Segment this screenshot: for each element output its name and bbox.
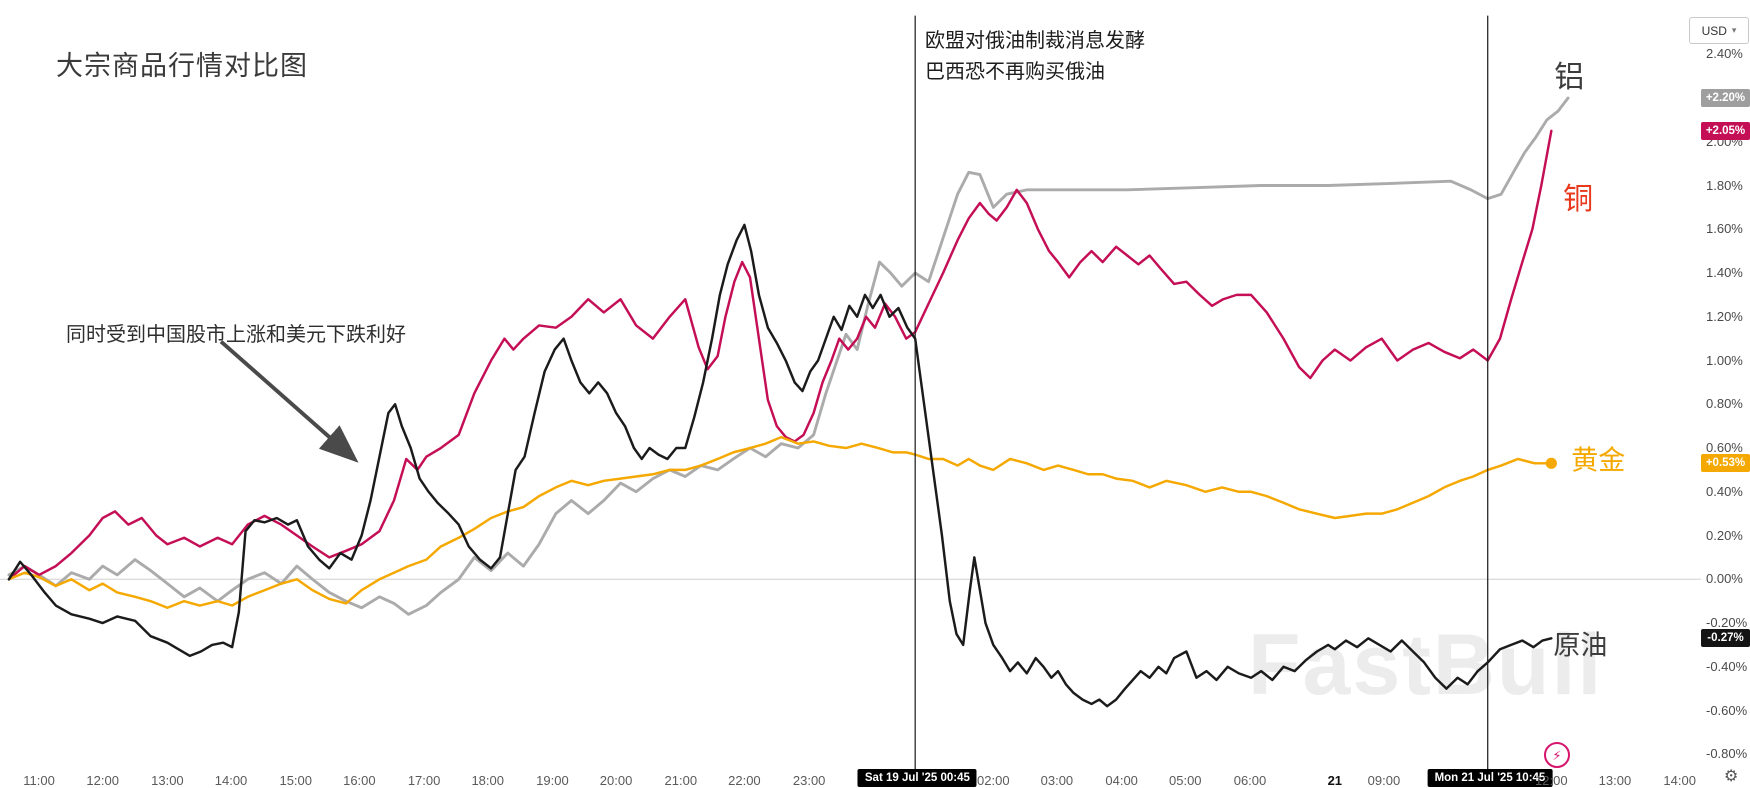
x-axis-label: 19:00 [536, 773, 569, 788]
x-axis-label: 12:00 [86, 773, 119, 788]
x-axis-label: 14:00 [214, 773, 248, 788]
page-title: 大宗商品行情对比图 [56, 51, 308, 81]
series-label-crude-oil: 原油 [1553, 630, 1608, 661]
x-axis-date-chip: Mon 21 Jul '25 10:45 [1427, 769, 1553, 787]
x-axis-label: 05:00 [1168, 773, 1202, 788]
x-axis-date-chip: Sat 19 Jul '25 00:45 [857, 769, 977, 787]
event-annotation-line2: 巴西恐不再购买俄油 [925, 61, 1105, 83]
series-line-copper [7, 129, 1553, 581]
x-axis-label: 09:00 [1367, 773, 1401, 788]
series-line-gold [7, 435, 1553, 609]
series-end-dot-gold [1545, 457, 1557, 469]
y-axis-label: 0.40% [1706, 483, 1743, 499]
x-axis-label: 02:00 [977, 773, 1010, 788]
x-axis-label: 20:00 [599, 773, 633, 788]
y-axis-label: 1.40% [1706, 265, 1743, 280]
x-axis-label: 11:00 [23, 773, 55, 788]
x-axis-label: 21:00 [664, 773, 698, 788]
chevron-down-icon: ▾ [1731, 25, 1737, 35]
x-axis-label: 18:00 [471, 773, 504, 788]
y-axis-label: -0.40% [1706, 658, 1748, 674]
currency-selector-label: USD [1701, 23, 1727, 38]
lightning-bolt-icon: ⚡ [1552, 747, 1562, 763]
annotation-arrow [219, 340, 359, 463]
x-axis-label: 13:00 [1598, 773, 1632, 788]
side-annotation: 同时受到中国股市上涨和美元下跌利好 [66, 324, 406, 346]
series-label-aluminum: 铝 [1554, 60, 1585, 94]
price-badge-gold: +0.53% [1701, 454, 1750, 473]
flash-icon[interactable]: ⚡ [1544, 742, 1570, 768]
event-annotation: 欧盟对俄油制裁消息发酵 巴西恐不再购买俄油 [925, 26, 1145, 88]
y-axis-label: -0.80% [1706, 746, 1748, 762]
y-axis-label: -0.60% [1706, 702, 1748, 718]
x-axis-label: 23:00 [792, 773, 826, 788]
settings-gear-icon[interactable]: ⚙ [1724, 768, 1739, 785]
price-badge-crude-oil: -0.27% [1701, 629, 1750, 648]
x-axis-label: 16:00 [343, 773, 376, 788]
y-axis-label: 1.60% [1706, 221, 1743, 237]
y-axis-label: 0.80% [1706, 396, 1743, 412]
series-line-crude-oil [7, 223, 1553, 708]
y-axis-label: 1.80% [1706, 177, 1743, 193]
x-axis-label: 22:00 [728, 773, 761, 788]
y-axis-label: -0.20% [1706, 615, 1748, 631]
y-axis-label: 0.00% [1706, 571, 1743, 587]
x-axis-label: 21 [1327, 773, 1343, 788]
x-axis-label: 03:00 [1040, 773, 1074, 788]
y-axis-label: 0.60% [1706, 440, 1743, 456]
x-axis-label: 04:00 [1105, 773, 1138, 788]
price-badge-aluminum: +2.20% [1701, 88, 1750, 107]
y-axis-label: 1.20% [1706, 308, 1743, 324]
y-axis-label: 2.40% [1706, 46, 1743, 62]
series-label-copper: 铜 [1563, 183, 1594, 217]
x-axis-label: 15:00 [279, 773, 313, 788]
event-annotation-line1: 欧盟对俄油制裁消息发酵 [925, 30, 1145, 52]
series-label-gold: 黄金 [1571, 445, 1626, 476]
x-axis-label: 13:00 [151, 773, 184, 788]
y-axis-label: 0.20% [1706, 527, 1743, 543]
currency-selector[interactable]: USD ▾ [1689, 17, 1749, 44]
price-badge-copper: +2.05% [1701, 121, 1750, 140]
x-axis-label: 14:00 [1663, 773, 1696, 788]
series-line-aluminum [7, 96, 1570, 616]
x-axis-label: 12:00 [1535, 773, 1568, 788]
x-axis-label: 17:00 [407, 773, 441, 788]
y-axis-label: 1.00% [1706, 352, 1743, 368]
x-axis-label: 06:00 [1233, 773, 1267, 788]
